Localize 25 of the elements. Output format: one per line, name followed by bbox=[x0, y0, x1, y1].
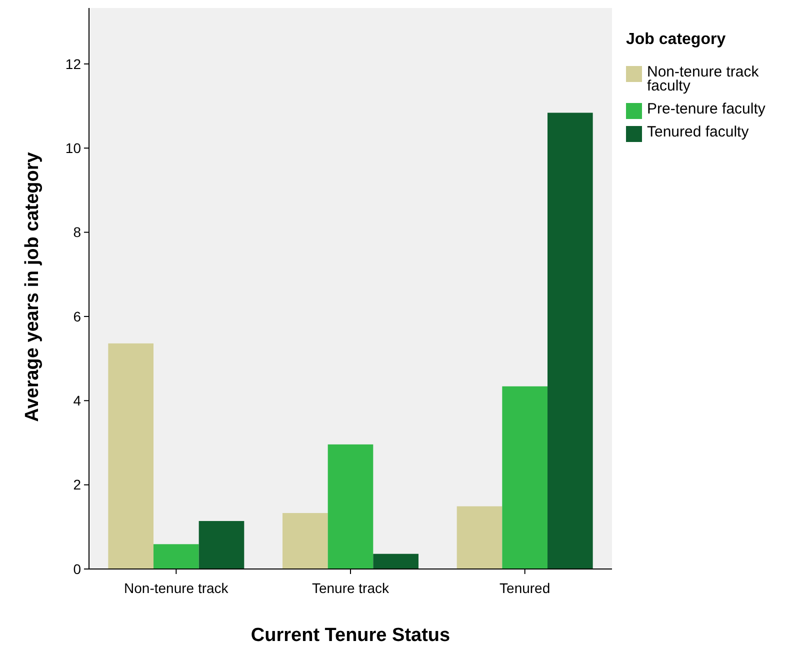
x-axis-title: Current Tenure Status bbox=[250, 625, 450, 646]
y-tick-label: 10 bbox=[65, 140, 82, 156]
x-tick-label: Non-tenure track bbox=[124, 580, 230, 596]
y-tick-label: 0 bbox=[73, 560, 82, 577]
x-tick-label: Tenure track bbox=[312, 580, 390, 596]
y-tick-label: 12 bbox=[65, 56, 82, 72]
y-tick-label: 6 bbox=[73, 308, 82, 324]
bar bbox=[502, 386, 548, 569]
y-tick-label: 2 bbox=[73, 476, 82, 493]
bar bbox=[373, 554, 418, 569]
bar bbox=[198, 521, 244, 569]
y-tick-label: 4 bbox=[73, 392, 82, 409]
bar bbox=[154, 544, 199, 569]
bar bbox=[282, 513, 328, 569]
y-axis-title: Average years in job category bbox=[22, 152, 43, 422]
bar bbox=[547, 112, 593, 569]
bar bbox=[456, 506, 502, 569]
legend-label: Tenured faculty bbox=[647, 123, 750, 140]
legend-label: Non-tenure track faculty bbox=[647, 63, 760, 94]
x-tick-label: Tenured bbox=[500, 580, 550, 596]
bar bbox=[108, 343, 154, 569]
legend-label: Pre-tenure faculty bbox=[647, 100, 766, 118]
legend-title: Job category bbox=[626, 31, 726, 48]
bar bbox=[328, 444, 374, 569]
y-tick-label: 8 bbox=[73, 224, 82, 240]
